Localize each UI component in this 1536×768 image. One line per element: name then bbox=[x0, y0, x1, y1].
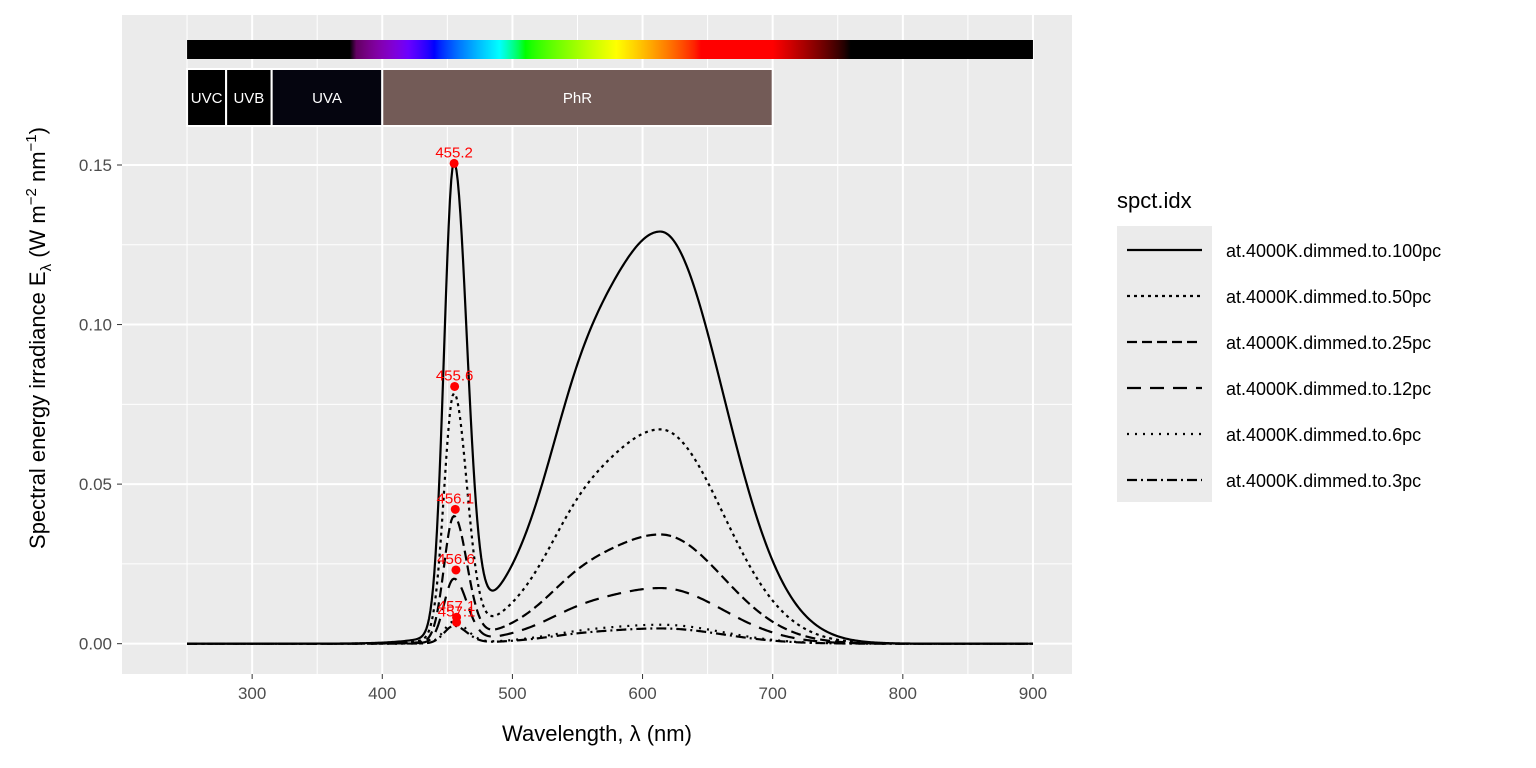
waveband-uva bbox=[270, 68, 384, 127]
x-tick-label-1: 400 bbox=[368, 684, 396, 703]
peak-point-0 bbox=[449, 158, 459, 168]
peak-label-4: 457.1 bbox=[438, 598, 476, 615]
y-axis-title-unit-close: ) bbox=[25, 127, 50, 134]
y-axis-title-exp1: −2 bbox=[23, 188, 40, 205]
peak-label-3: 456.6 bbox=[437, 551, 475, 568]
x-tick-label-6: 900 bbox=[1019, 684, 1047, 703]
waveband-label-uvb: UVB bbox=[233, 90, 264, 107]
peak-point-1 bbox=[450, 381, 460, 391]
y-tick-label-1: 0.05 bbox=[79, 475, 112, 494]
x-tick-label-5: 800 bbox=[889, 684, 917, 703]
y-axis-title-exp2: −1 bbox=[23, 134, 40, 151]
y-axis-title-lambda: λ bbox=[38, 263, 55, 271]
x-tick-label-0: 300 bbox=[238, 684, 266, 703]
legend-items: at.4000K.dimmed.to.100pc at.4000K.dimmed.… bbox=[1127, 241, 1441, 491]
peak-label-0: 455.2 bbox=[435, 144, 473, 161]
waveband-phr bbox=[381, 68, 774, 127]
waveband-layer: UVC UVB UVA PhR bbox=[186, 40, 1033, 127]
waveband-label-uvc: UVC bbox=[191, 90, 223, 107]
x-tick-label-2: 500 bbox=[498, 684, 526, 703]
waveband-label-phr: PhR bbox=[563, 90, 592, 107]
x-axis: 300 400 500 600 700 800 900 bbox=[238, 674, 1047, 703]
y-axis-title: Spectral energy irradiance Eλ (W m−2 nm−… bbox=[23, 127, 55, 549]
peak-label-5: 457.1 bbox=[438, 603, 476, 620]
y-axis: 0.00 0.05 0.10 0.15 bbox=[79, 156, 122, 654]
legend-label-0: at.4000K.dimmed.to.100pc bbox=[1226, 241, 1441, 261]
series-line-5 bbox=[187, 624, 1033, 645]
y-axis-title-unit-open: (W m bbox=[25, 205, 50, 258]
peak-point-5 bbox=[452, 617, 462, 627]
legend: spct.idx at.4000K.dimmed.to.100pcat.4000… bbox=[1117, 188, 1441, 502]
waveband-label-uva: UVA bbox=[312, 90, 342, 107]
peak-point-3 bbox=[451, 565, 461, 575]
y-tick-label-3: 0.15 bbox=[79, 156, 112, 175]
legend-label-1: at.4000K.dimmed.to.50pc bbox=[1226, 287, 1431, 307]
legend-label-2: at.4000K.dimmed.to.25pc bbox=[1226, 333, 1431, 353]
legend-label-5: at.4000K.dimmed.to.3pc bbox=[1226, 471, 1421, 491]
y-axis-title-unit-mid: nm bbox=[25, 151, 50, 188]
series-line-4 bbox=[187, 620, 1033, 645]
legend-label-3: at.4000K.dimmed.to.12pc bbox=[1226, 379, 1431, 399]
x-axis-title: Wavelength, λ (nm) bbox=[502, 721, 692, 746]
y-axis-title-main: Spectral energy irradiance E bbox=[25, 271, 50, 549]
waveband-uvb bbox=[225, 68, 273, 127]
spectrum-color-bar bbox=[187, 40, 1033, 59]
x-tick-label-3: 600 bbox=[628, 684, 656, 703]
series-layer bbox=[187, 159, 1033, 645]
peak-label-2: 456.1 bbox=[437, 490, 475, 507]
legend-key-background bbox=[1117, 226, 1212, 502]
peak-point-2 bbox=[450, 504, 460, 514]
legend-title: spct.idx bbox=[1117, 188, 1192, 213]
peak-label-1: 455.6 bbox=[436, 367, 474, 384]
y-tick-label-0: 0.00 bbox=[79, 635, 112, 654]
x-tick-label-4: 700 bbox=[758, 684, 786, 703]
legend-label-4: at.4000K.dimmed.to.6pc bbox=[1226, 425, 1421, 445]
waveband-uvc bbox=[186, 68, 228, 127]
y-tick-label-2: 0.10 bbox=[79, 316, 112, 335]
